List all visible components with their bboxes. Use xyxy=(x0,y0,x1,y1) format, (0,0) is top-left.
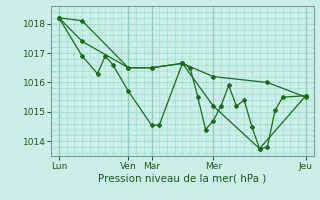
X-axis label: Pression niveau de la mer( hPa ): Pression niveau de la mer( hPa ) xyxy=(98,173,267,183)
